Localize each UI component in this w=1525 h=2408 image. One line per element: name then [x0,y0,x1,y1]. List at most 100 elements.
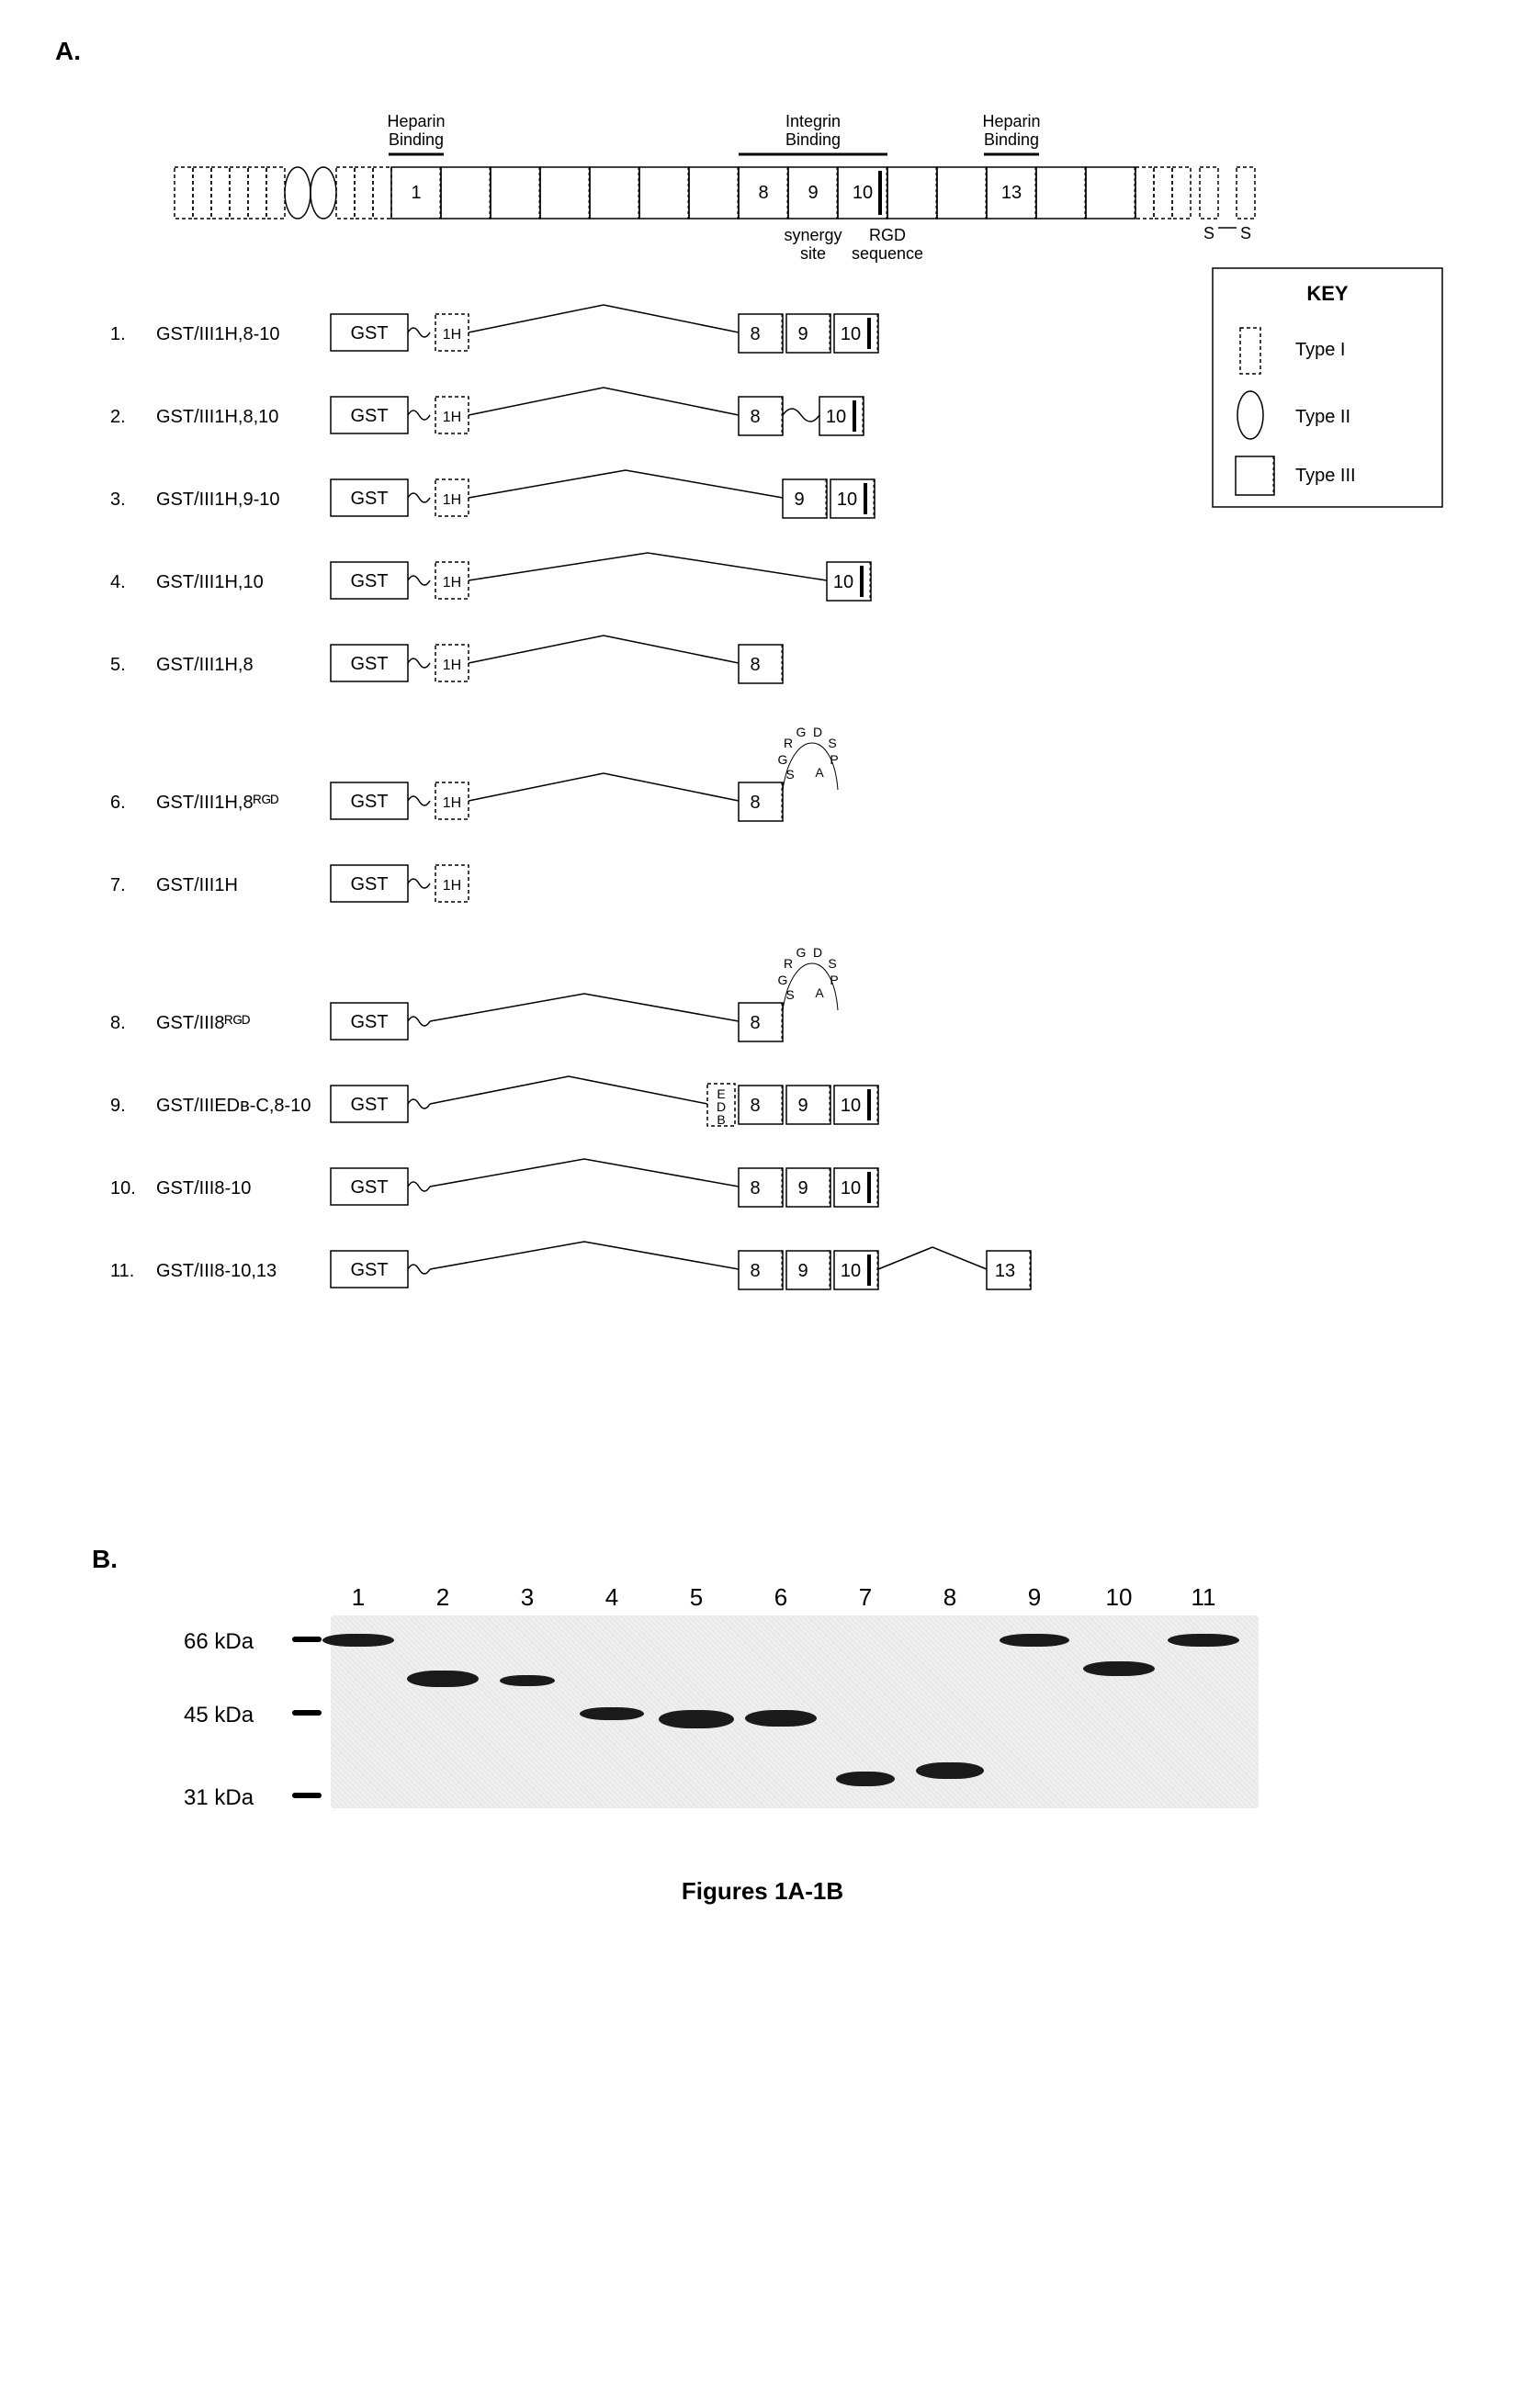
svg-text:9: 9 [808,183,818,203]
svg-text:8: 8 [758,183,768,203]
svg-text:10: 10 [833,572,853,592]
svg-text:GST: GST [350,792,388,812]
gel-lane-label: 10 [1082,1583,1156,1612]
svg-text:2.: 2. [110,407,126,427]
svg-text:GST/III8ᴿᴳᴰ: GST/III8ᴿᴳᴰ [156,1013,250,1033]
gel-lane-label: 1 [322,1583,395,1612]
svg-text:Binding: Binding [984,130,1039,149]
gel-band [407,1671,479,1687]
svg-text:1H: 1H [443,410,461,425]
svg-text:Binding: Binding [389,130,444,149]
svg-text:GST/III1H: GST/III1H [156,875,238,895]
svg-text:9: 9 [797,1096,808,1116]
gel-lane-label: 7 [829,1583,902,1612]
mw-tick [292,1793,322,1798]
svg-text:7.: 7. [110,875,126,895]
svg-text:R: R [784,956,793,971]
svg-text:1H: 1H [443,878,461,894]
svg-text:GST/III8-10: GST/III8-10 [156,1178,251,1198]
svg-text:synergy: synergy [784,226,842,244]
svg-text:5.: 5. [110,655,126,675]
mw-label: 66 kDa [184,1629,254,1655]
mw-tick [292,1710,322,1716]
svg-text:8: 8 [750,1178,760,1198]
svg-text:1.: 1. [110,324,126,344]
svg-text:Type I: Type I [1295,340,1345,360]
svg-text:GST: GST [350,489,388,509]
svg-text:G: G [778,752,788,767]
gel-lane-label: 3 [491,1583,564,1612]
svg-text:8: 8 [750,793,760,813]
figure-caption: Figures 1A-1B [55,1877,1470,1906]
svg-text:A: A [815,985,824,1000]
svg-text:8: 8 [750,407,760,427]
gel-band [580,1707,644,1720]
gel-band [659,1710,734,1728]
svg-text:GST/III1H,8,10: GST/III1H,8,10 [156,407,278,427]
svg-text:GST: GST [350,1012,388,1032]
panel-a-diagram: 1891013SSHeparinBindingIntegrinBindingHe… [55,75,1470,1471]
svg-text:GST: GST [350,571,388,591]
svg-text:GST/III1H,8-10: GST/III1H,8-10 [156,324,280,344]
svg-text:10: 10 [853,183,873,203]
svg-text:GST/III1H,8ᴿᴳᴰ: GST/III1H,8ᴿᴳᴰ [156,793,279,813]
svg-text:B: B [717,1112,725,1127]
gel-lane-label: 11 [1167,1583,1240,1612]
gel-band [745,1710,817,1727]
svg-text:KEY: KEY [1306,282,1349,305]
svg-text:GST: GST [350,654,388,674]
svg-text:GST: GST [350,1095,388,1115]
svg-text:G: G [778,973,788,987]
svg-text:11.: 11. [110,1261,134,1281]
svg-text:G: G [796,945,807,960]
svg-text:GST: GST [350,1260,388,1280]
svg-text:S: S [1240,224,1251,242]
svg-text:S: S [828,736,836,750]
svg-text:8: 8 [750,655,760,675]
svg-text:10: 10 [826,407,846,427]
svg-text:3.: 3. [110,489,126,510]
gel-lane-label: 2 [406,1583,480,1612]
svg-text:GST: GST [350,1177,388,1198]
svg-text:8: 8 [750,1096,760,1116]
svg-text:13: 13 [1001,183,1022,203]
svg-text:10: 10 [841,1178,861,1198]
gel-lane-label: 5 [660,1583,733,1612]
gel-lane-label: 6 [744,1583,818,1612]
panel-a-label: A. [55,37,1470,66]
svg-text:sequence: sequence [852,244,923,263]
gel-lane-label: 8 [913,1583,987,1612]
svg-text:P: P [830,973,838,987]
gel-band [500,1675,555,1686]
svg-text:GST/III1H,9-10: GST/III1H,9-10 [156,489,280,510]
svg-text:9.: 9. [110,1096,126,1116]
svg-text:GST: GST [350,406,388,426]
mw-label: 45 kDa [184,1703,254,1728]
gel-band [1168,1634,1239,1647]
svg-text:1: 1 [411,183,421,203]
svg-text:S: S [785,767,794,782]
svg-text:GST/III8-10,13: GST/III8-10,13 [156,1261,277,1281]
svg-text:Heparin: Heparin [982,112,1040,130]
svg-text:GST: GST [350,323,388,343]
svg-text:GST/III1H,10: GST/III1H,10 [156,572,264,592]
svg-text:Type II: Type II [1295,407,1350,427]
svg-text:S: S [1203,224,1214,242]
svg-text:1H: 1H [443,327,461,343]
mw-label: 31 kDa [184,1785,254,1811]
svg-text:8.: 8. [110,1013,126,1033]
svg-text:8: 8 [750,1261,760,1281]
gel-band [322,1634,394,1647]
gel-lane-label: 9 [998,1583,1071,1612]
svg-text:D: D [813,725,822,739]
svg-text:9: 9 [797,324,808,344]
gel-band [1083,1661,1155,1676]
svg-text:1H: 1H [443,492,461,508]
svg-text:1H: 1H [443,795,461,811]
svg-text:9: 9 [797,1178,808,1198]
svg-text:10: 10 [837,489,857,510]
svg-text:10: 10 [841,1261,861,1281]
svg-text:G: G [796,725,807,739]
svg-text:1H: 1H [443,658,461,673]
svg-text:Binding: Binding [785,130,841,149]
